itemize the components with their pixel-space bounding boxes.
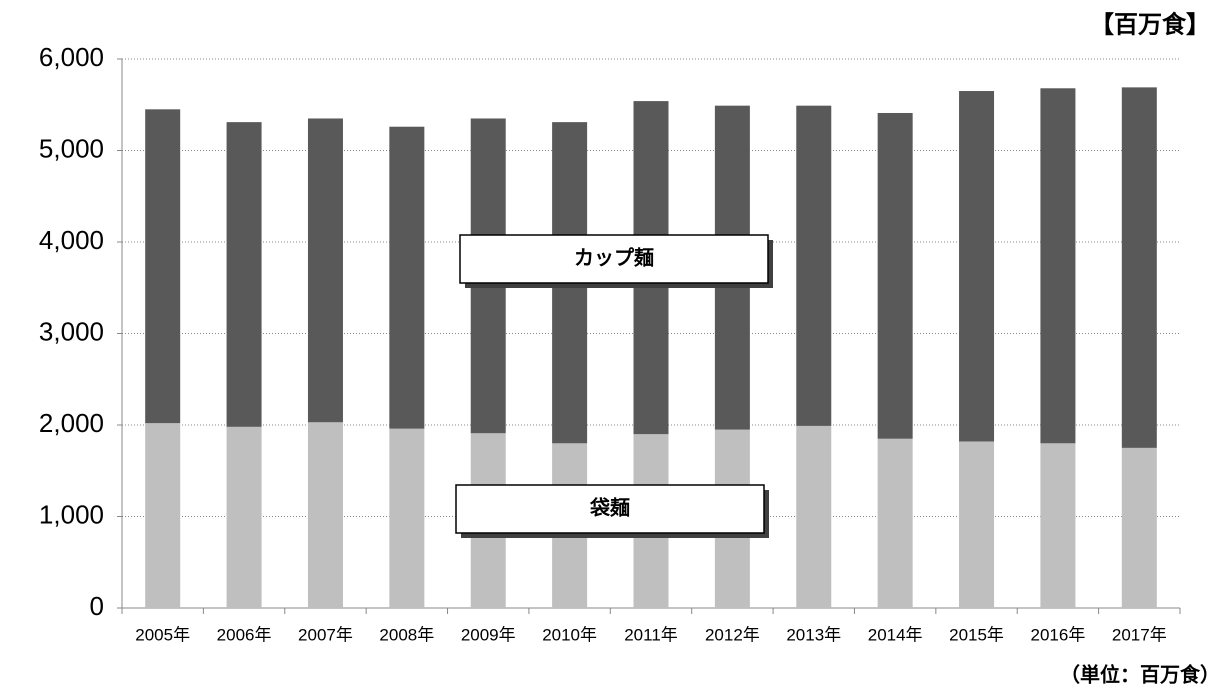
bar [307, 118, 343, 423]
bar [1040, 88, 1076, 444]
bar [145, 109, 181, 424]
bar [959, 91, 995, 442]
series-label: カップ麺 [574, 245, 654, 269]
bar [226, 426, 262, 608]
x-tick-label: 2008年 [379, 625, 434, 644]
bar [307, 422, 343, 608]
x-tick-label: 2014年 [868, 625, 923, 644]
bar [796, 105, 832, 426]
x-tick-label: 2007年 [298, 625, 353, 644]
x-tick-label: 2013年 [786, 625, 841, 644]
x-tick-label: 2012年 [705, 625, 760, 644]
y-tick-label: 5,000 [39, 133, 104, 163]
note: （単位：百万食） [1060, 662, 1220, 686]
x-tick-label: 2015年 [949, 625, 1004, 644]
series-label: 袋麺 [589, 495, 630, 519]
x-tick-label: 2016年 [1031, 625, 1086, 644]
bar [389, 428, 425, 608]
bar [389, 126, 425, 429]
x-tick-label: 2010年 [542, 625, 597, 644]
bar [959, 441, 995, 608]
unit-label: 【百万食】 [1090, 10, 1210, 38]
y-tick-label: 3,000 [39, 316, 104, 346]
bar [1121, 87, 1157, 448]
bar [226, 122, 262, 427]
bar [796, 425, 832, 608]
label-box [459, 234, 769, 284]
x-tick-label: 2005年 [135, 625, 190, 644]
x-tick-label: 2006年 [217, 625, 272, 644]
x-tick-label: 2011年 [624, 625, 678, 644]
y-tick-label: 4,000 [39, 225, 104, 255]
x-tick-label: 2017年 [1112, 625, 1167, 644]
y-tick-label: 1,000 [39, 499, 104, 529]
y-tick-label: 0 [90, 591, 104, 621]
bar [877, 438, 913, 608]
x-tick-label: 2009年 [461, 625, 516, 644]
bar [877, 112, 913, 439]
bar [1040, 443, 1076, 608]
y-tick-label: 6,000 [39, 42, 104, 72]
bar [1121, 447, 1157, 608]
label-box [455, 484, 765, 534]
y-tick-label: 2,000 [39, 408, 104, 438]
bar [145, 423, 181, 608]
